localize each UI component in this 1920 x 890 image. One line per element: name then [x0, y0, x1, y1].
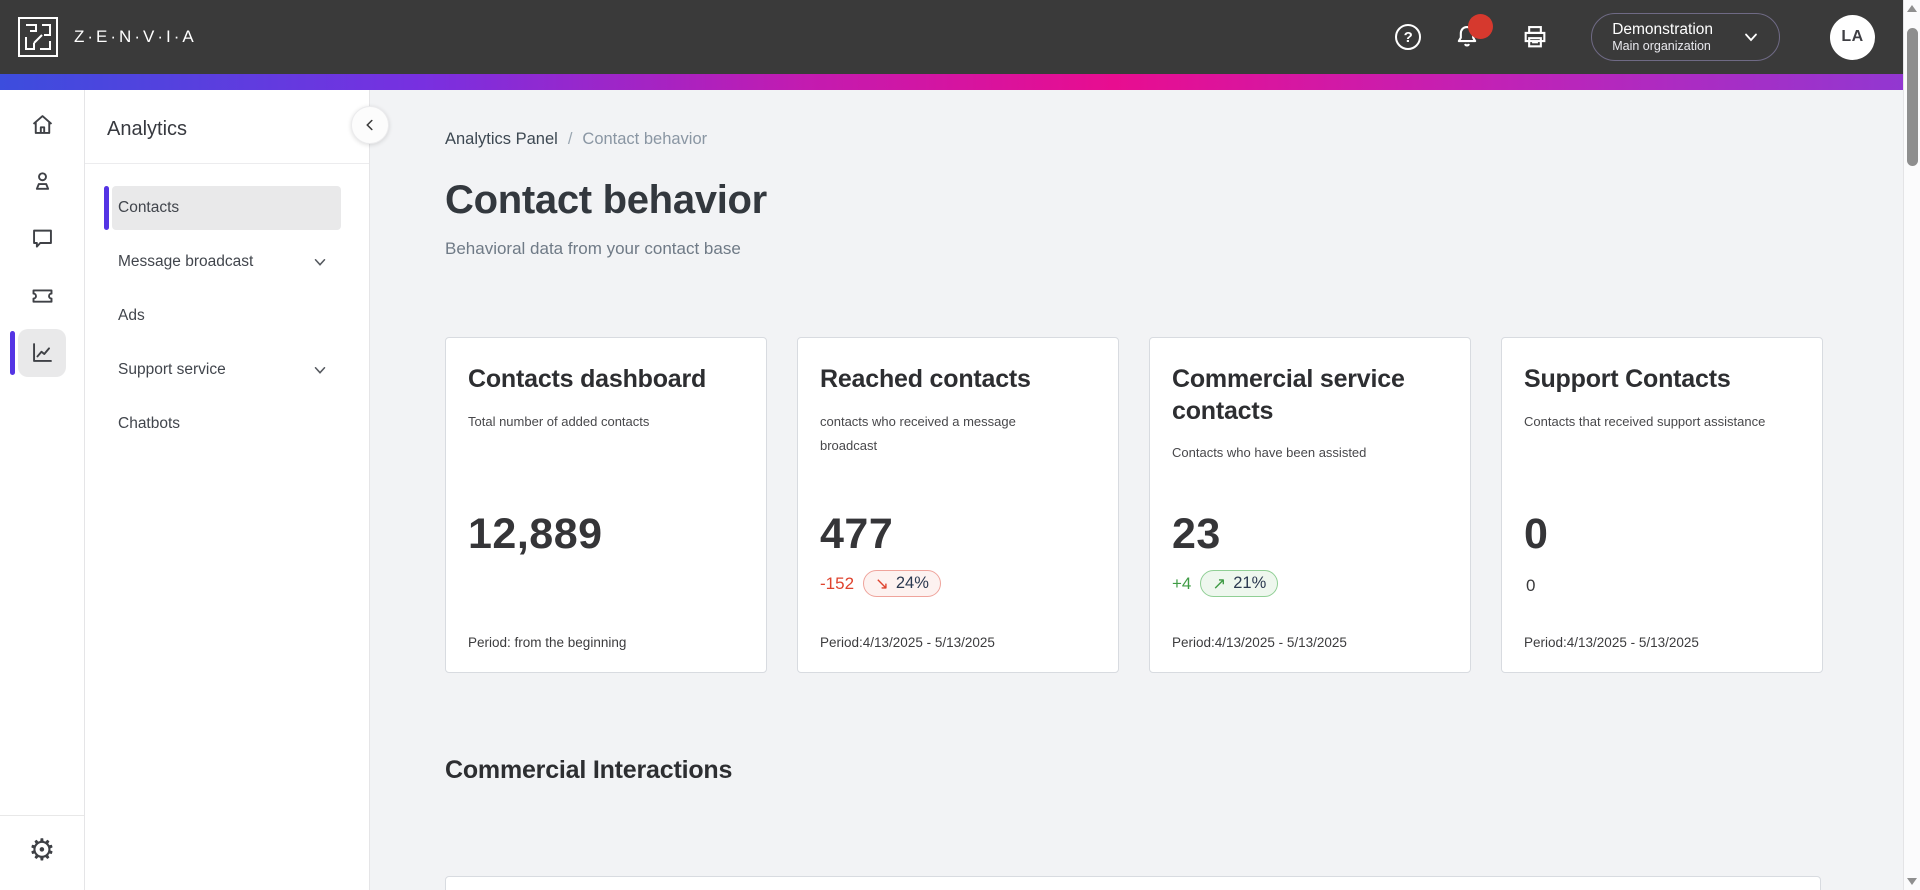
- card-period: Period:4/13/2025 - 5/13/2025: [820, 635, 995, 650]
- section-title-commercial-interactions: Commercial Interactions: [445, 756, 733, 784]
- card-title: Commercial service contacts: [1172, 365, 1405, 425]
- home-icon: [18, 101, 66, 149]
- organization-selector[interactable]: Demonstration Main organization: [1591, 13, 1780, 61]
- notification-badge: [1468, 14, 1494, 39]
- sidebar-item-contacts[interactable]: Contacts: [104, 186, 341, 230]
- brand-gradient-bar: [0, 74, 1920, 90]
- card-contacts-dashboard: Contacts dashboard Total number of added…: [445, 337, 767, 673]
- breadcrumb-separator: /: [567, 130, 573, 148]
- sidebar-item-chatbots[interactable]: Chatbots: [112, 402, 341, 446]
- brand-name: Z·E·N·V·I·A: [74, 27, 197, 46]
- card-delta: -152 ↘ 24%: [820, 570, 941, 597]
- scroll-down-arrow[interactable]: [1907, 878, 1917, 885]
- sidebar-item-ads[interactable]: Ads: [112, 294, 341, 338]
- zenvia-logo-icon: [16, 15, 60, 59]
- card-title: Reached contacts: [820, 365, 1031, 393]
- card-sub-value: 0: [1526, 576, 1536, 595]
- card-title: Contacts dashboard: [468, 365, 707, 393]
- rail-item-settings[interactable]: ⚙: [0, 815, 84, 890]
- icon-rail: ⚙: [0, 90, 85, 890]
- chevron-down-icon: [311, 361, 329, 379]
- card-value: 477: [820, 510, 894, 558]
- scrollbar-thumb[interactable]: [1907, 28, 1918, 166]
- card-value: 0: [1524, 510, 1549, 558]
- avatar[interactable]: LA: [1830, 14, 1875, 60]
- commercial-interactions-panel: [445, 876, 1821, 890]
- active-indicator: [104, 186, 109, 230]
- main-content: Analytics Panel / Contact behavior Conta…: [370, 90, 1920, 890]
- help-icon[interactable]: ?: [1395, 24, 1422, 50]
- active-indicator: [10, 331, 15, 375]
- gear-icon: ⚙: [28, 833, 56, 868]
- organization-type: Main organization: [1612, 38, 1711, 53]
- trend-up-icon: ↗: [1212, 574, 1227, 593]
- scroll-up-arrow[interactable]: [1907, 5, 1917, 12]
- notifications-icon[interactable]: [1453, 14, 1494, 51]
- chevron-down-icon: [311, 253, 329, 271]
- card-reached-contacts: Reached contacts contacts who received a…: [797, 337, 1119, 673]
- divider: [85, 163, 369, 164]
- sidebar-item-label: Message broadcast: [118, 253, 254, 270]
- rail-item-analytics[interactable]: [0, 324, 84, 381]
- sidebar-item-message-broadcast[interactable]: Message broadcast: [112, 240, 341, 284]
- card-commercial-service-contacts: Commercial service contacts Contacts who…: [1149, 337, 1471, 673]
- print-icon[interactable]: [1521, 23, 1549, 51]
- trend-down-icon: ↘: [875, 574, 889, 593]
- breadcrumb-analytics-panel[interactable]: Analytics Panel: [445, 130, 558, 148]
- sidebar-item-label: Contacts: [118, 199, 180, 216]
- card-period: Period: from the beginning: [468, 635, 627, 650]
- conversations-icon: [18, 215, 66, 263]
- breadcrumb: Analytics Panel / Contact behavior: [445, 128, 1920, 150]
- rail-item-home[interactable]: [0, 96, 84, 153]
- rail-item-tickets[interactable]: [0, 267, 84, 324]
- sidebar-item-support-service[interactable]: Support service: [112, 348, 341, 392]
- card-period: Period:4/13/2025 - 5/13/2025: [1524, 635, 1699, 650]
- tickets-icon: [18, 272, 66, 320]
- rail-item-conversations[interactable]: [0, 210, 84, 267]
- card-delta: +4 ↗ 21%: [1172, 570, 1279, 597]
- breadcrumb-current: Contact behavior: [582, 130, 708, 148]
- card-period: Period:4/13/2025 - 5/13/2025: [1172, 635, 1347, 650]
- analytics-sidebar: Analytics Contacts Message broadcast: [85, 90, 370, 890]
- card-description: contacts who received a message broadcas…: [820, 413, 1016, 453]
- card-title: Support Contacts: [1524, 365, 1731, 393]
- card-value: 12,889: [468, 510, 603, 558]
- contacts-icon: [18, 158, 66, 206]
- analytics-icon: [18, 328, 66, 377]
- card-value: 23: [1172, 510, 1221, 558]
- chevron-left-icon: [361, 116, 379, 134]
- sidebar-item-label: Chatbots: [118, 415, 181, 432]
- page-title: Contact behavior: [445, 178, 767, 222]
- card-support-contacts: Support Contacts Contacts that received …: [1501, 337, 1823, 673]
- sidebar-item-label: Ads: [118, 307, 145, 324]
- card-description: Total number of added contacts: [468, 413, 650, 429]
- rail-item-contacts[interactable]: [0, 153, 84, 210]
- stat-cards-row: Contacts dashboard Total number of added…: [445, 337, 1920, 673]
- sidebar-title: Analytics: [107, 118, 188, 140]
- card-description: Contacts that received support assistanc…: [1524, 413, 1766, 429]
- vertical-scrollbar[interactable]: [1903, 0, 1920, 890]
- zenvia-logo[interactable]: Z·E·N·V·I·A: [16, 15, 197, 59]
- organization-name: Demonstration: [1612, 20, 1713, 38]
- sidebar-collapse-button[interactable]: [351, 106, 389, 144]
- top-bar: Z·E·N·V·I·A ?: [0, 0, 1920, 74]
- card-description: Contacts who have been assisted: [1172, 445, 1367, 460]
- page-subtitle: Behavioral data from your contact base: [445, 239, 741, 258]
- trend-badge: ↗ 21%: [1200, 570, 1279, 597]
- chevron-down-icon: [1741, 27, 1761, 47]
- sidebar-item-label: Support service: [118, 361, 226, 378]
- trend-badge: ↘ 24%: [863, 570, 941, 597]
